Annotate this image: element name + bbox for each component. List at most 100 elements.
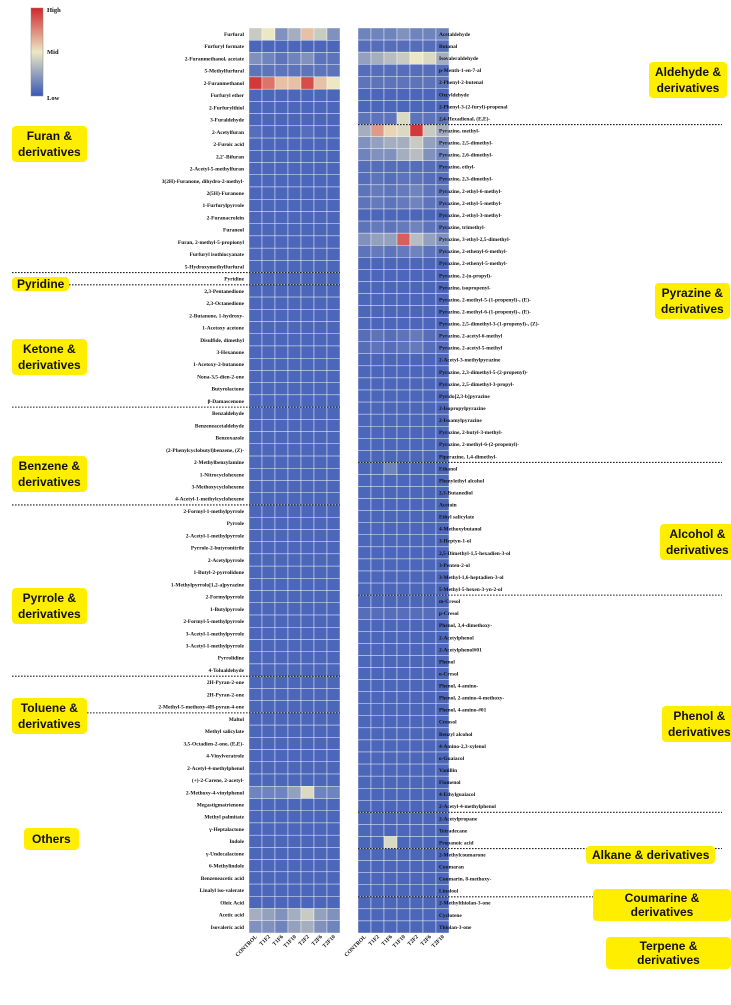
- heatmap-cell: [409, 172, 424, 186]
- row-label: Phenol, 2-amino-4-methoxy-: [439, 696, 504, 702]
- heatmap-cell: [422, 220, 437, 234]
- row-label: β-Damascenone: [208, 399, 245, 405]
- group-label-alcohol: Alcohol & derivatives: [660, 524, 731, 560]
- heatmap-cell: [383, 63, 398, 77]
- heatmap-cell: [357, 438, 372, 451]
- row-label: 2-Methylbenzylamine: [194, 460, 245, 466]
- heatmap-cell: [357, 317, 372, 330]
- heatmap-cell: [313, 406, 328, 420]
- heatmap-cell: [370, 739, 385, 753]
- heatmap-cell: [422, 667, 437, 680]
- heatmap-cell: [300, 443, 315, 457]
- row-label: Pyrazine, isopropenyl-: [439, 285, 491, 291]
- heatmap-cell: [409, 51, 424, 65]
- heatmap-cell: [409, 703, 424, 717]
- heatmap-cell: [326, 529, 341, 542]
- row-label: Acetic acid: [219, 913, 244, 919]
- heatmap-cell: [383, 438, 398, 451]
- row-label: Linalyl iso-valerate: [200, 888, 245, 894]
- heatmap-cell: [396, 594, 411, 608]
- heatmap-cell: [357, 739, 372, 753]
- heatmap-cell: [370, 836, 385, 849]
- heatmap-cell: [409, 329, 424, 342]
- heatmap-cell: [313, 920, 328, 934]
- heatmap-cell: [261, 590, 276, 603]
- row-label: Pyrrole: [227, 521, 245, 527]
- heatmap-cell: [357, 920, 372, 934]
- heatmap-cell: [313, 27, 328, 41]
- heatmap-cell: [300, 309, 315, 322]
- heatmap-cell: [396, 293, 411, 306]
- heatmap-cell: [248, 150, 263, 163]
- heatmap-cell: [274, 810, 289, 824]
- row-label: Phenol, 3,4-dimethoxy-: [439, 623, 492, 629]
- heatmap-cell: [357, 643, 372, 656]
- heatmap-cell: [326, 52, 341, 65]
- heatmap-cell: [422, 655, 437, 668]
- heatmap-cell: [422, 691, 437, 704]
- row-label: Pyrrole-2-butyronitrile: [191, 546, 245, 552]
- heatmap-cell: [396, 450, 411, 463]
- heatmap-cell: [326, 309, 341, 322]
- heatmap-cell: [313, 296, 328, 310]
- heatmap-cell: [313, 480, 328, 493]
- row-label: 5-Methylfurfural: [204, 69, 244, 75]
- heatmap-cell: [300, 247, 315, 261]
- heatmap-cell: [261, 394, 276, 408]
- heatmap-cell: [274, 847, 289, 860]
- heatmap-cell: [274, 162, 289, 175]
- heatmap-cell: [357, 39, 372, 53]
- heatmap-cell: [370, 896, 385, 910]
- heatmap-cell: [287, 639, 302, 652]
- heatmap-cell: [370, 570, 385, 584]
- heatmap-cell: [261, 468, 276, 481]
- heatmap-cell: [313, 504, 328, 518]
- heatmap-cell: [422, 872, 437, 885]
- heatmap-cell: [370, 329, 385, 342]
- heatmap-cell: [383, 812, 398, 825]
- heatmap-cell: [383, 244, 398, 258]
- heatmap-cell: [313, 247, 328, 261]
- heatmap-cell: [357, 679, 372, 692]
- heatmap-cell: [274, 468, 289, 481]
- heatmap-cell: [357, 172, 372, 186]
- heatmap-cell: [313, 431, 328, 445]
- column-label: T2F10: [322, 934, 337, 949]
- row-label: 2-Acetylphenol: [439, 635, 474, 641]
- heatmap-cell: [313, 235, 328, 249]
- heatmap-cell: [409, 872, 424, 885]
- row-label: Acetoin: [439, 503, 457, 509]
- heatmap-cell: [287, 516, 302, 530]
- heatmap-cell: [326, 101, 341, 114]
- heatmap-cell: [248, 871, 263, 885]
- heatmap-cell: [370, 100, 385, 113]
- heatmap-cell: [357, 63, 372, 77]
- heatmap-cell: [287, 27, 302, 41]
- heatmap-cell: [287, 186, 302, 200]
- heatmap-cell: [261, 419, 276, 432]
- heatmap-cell: [313, 675, 328, 689]
- heatmap-cell: [396, 220, 411, 234]
- heatmap-cell: [422, 63, 437, 77]
- heatmap-cell: [409, 401, 424, 415]
- heatmap-cell: [396, 727, 411, 741]
- heatmap-cell: [274, 480, 289, 493]
- heatmap-cell: [409, 607, 424, 620]
- row-label: Vanillin: [439, 768, 457, 774]
- heatmap-cell: [383, 800, 398, 813]
- heatmap-cell: [383, 100, 398, 113]
- heatmap-cell: [313, 627, 328, 640]
- row-label: 2-Methylthiolan-3-one: [439, 901, 491, 907]
- heatmap-cell: [370, 788, 385, 801]
- heatmap-cell: [261, 406, 276, 420]
- heatmap-cell: [409, 836, 424, 849]
- legend-low-label: Low: [47, 95, 60, 102]
- legend-high-label: High: [47, 7, 61, 14]
- heatmap-cell: [422, 920, 437, 934]
- heatmap-cell: [287, 773, 302, 787]
- row-label: Pyrazine, 2-ethenyl-5-methyl-: [439, 261, 507, 267]
- row-label: Methyl salicylate: [205, 729, 245, 735]
- heatmap-cell: [248, 406, 263, 420]
- heatmap-cell: [300, 358, 315, 371]
- heatmap-cell: [326, 590, 341, 603]
